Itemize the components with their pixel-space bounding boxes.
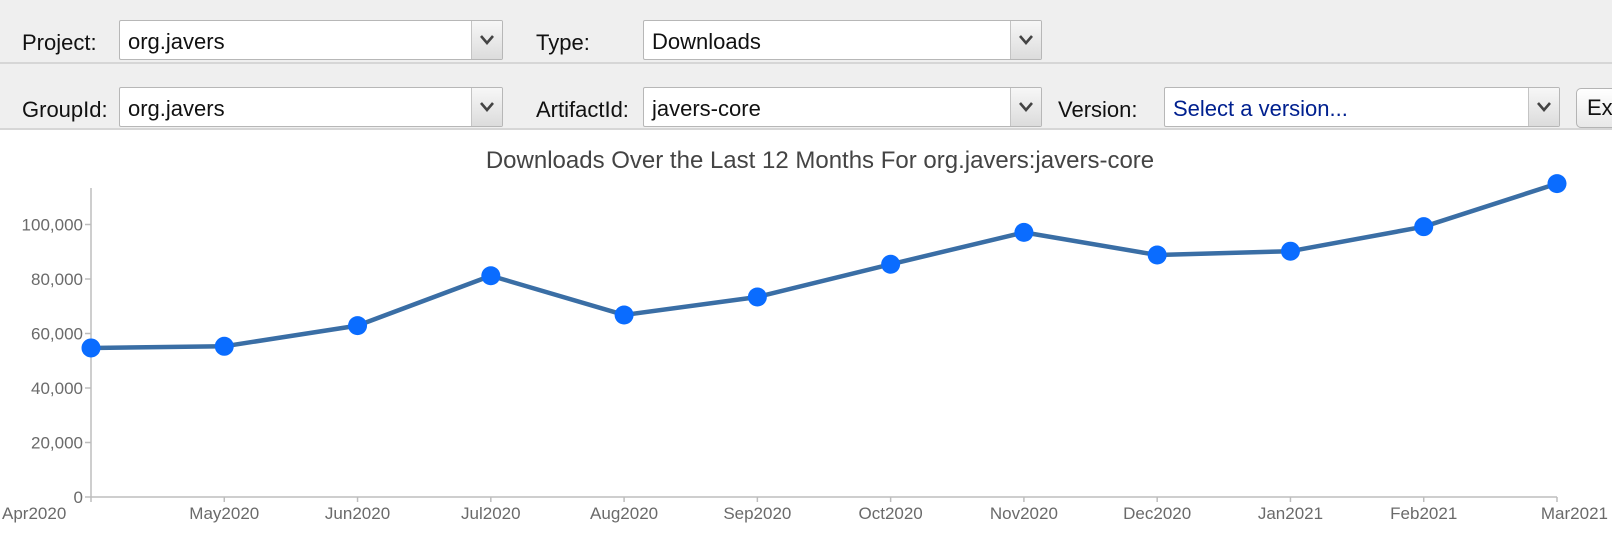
x-tick-label: Nov2020 [990, 504, 1058, 523]
y-tick-label: 60,000 [31, 325, 83, 344]
y-tick-label: 0 [74, 488, 83, 507]
project-label: Project: [22, 30, 97, 55]
version-label: Version: [1058, 97, 1138, 122]
y-tick-label: 20,000 [31, 434, 83, 453]
x-tick-label: Sep2020 [723, 504, 791, 523]
y-tick-label: 80,000 [31, 270, 83, 289]
x-tick-label: Apr2020 [2, 504, 66, 523]
x-axis-ticks: Apr2020 May2020 Jun2020 Jul2020 Aug2020 Sep20… [2, 497, 1608, 523]
data-point[interactable] [348, 316, 368, 336]
data-point[interactable] [614, 305, 634, 325]
x-tick-label: Jan2021 [1258, 504, 1323, 523]
groupid-label: GroupId: [22, 97, 108, 122]
data-point[interactable] [81, 338, 101, 358]
chart-title: Downloads Over the Last 12 Months For or… [486, 147, 1154, 174]
series-line [90, 181, 1558, 351]
type-select-value: Downloads [652, 29, 761, 54]
chevron-down-icon [471, 21, 502, 59]
groupid-select[interactable]: org.javers [119, 87, 503, 127]
artifactid-label: ArtifactId: [536, 97, 629, 122]
data-point[interactable] [1147, 245, 1167, 265]
x-tick-label: Feb2021 [1390, 504, 1457, 523]
data-point[interactable] [1547, 174, 1567, 194]
artifactid-select-value: javers-core [652, 96, 761, 121]
type-select[interactable]: Downloads [643, 20, 1042, 60]
chevron-down-icon [1010, 88, 1041, 126]
chevron-down-icon [471, 88, 502, 126]
chevron-down-icon [1528, 88, 1559, 126]
y-axis-ticks: 0 20,000 40,000 60,000 80,000 100,000 [22, 216, 91, 507]
groupid-select-value: org.javers [128, 96, 225, 121]
y-tick-label: 40,000 [31, 379, 83, 398]
artifactid-select[interactable]: javers-core [643, 87, 1042, 127]
version-select-placeholder: Select a version... [1173, 96, 1348, 121]
x-tick-label: May2020 [189, 504, 259, 523]
data-point[interactable] [747, 287, 767, 307]
export-button[interactable]: Exp [1576, 88, 1612, 128]
downloads-line-chart: Downloads Over the Last 12 Months For or… [2, 147, 1608, 523]
data-point[interactable] [1014, 222, 1034, 242]
data-point[interactable] [214, 336, 234, 356]
data-point[interactable] [481, 266, 501, 286]
project-select[interactable]: org.javers [119, 20, 503, 60]
x-tick-label: Jun2020 [325, 504, 390, 523]
y-tick-label: 100,000 [22, 216, 83, 235]
project-select-value: org.javers [128, 29, 225, 54]
data-point[interactable] [1280, 241, 1300, 261]
project-toolbar: Project: org.javers Type: Downloads [0, 0, 1612, 64]
series-layer [81, 174, 1567, 358]
x-tick-label: Mar2021 [1541, 504, 1608, 523]
version-select[interactable]: Select a version... [1164, 87, 1560, 127]
x-tick-label: Aug2020 [590, 504, 658, 523]
artifact-toolbar: GroupId: org.javers ArtifactId: javers-c… [0, 64, 1612, 130]
type-label: Type: [536, 30, 590, 55]
chart-panel: Downloads Over the Last 12 Months For or… [0, 130, 1612, 538]
x-tick-label: Dec2020 [1123, 504, 1191, 523]
data-point[interactable] [1414, 217, 1434, 237]
x-tick-label: Jul2020 [461, 504, 521, 523]
chart-axes [90, 188, 1557, 498]
chevron-down-icon [1010, 21, 1041, 59]
x-tick-label: Oct2020 [859, 504, 923, 523]
data-point[interactable] [881, 254, 901, 274]
